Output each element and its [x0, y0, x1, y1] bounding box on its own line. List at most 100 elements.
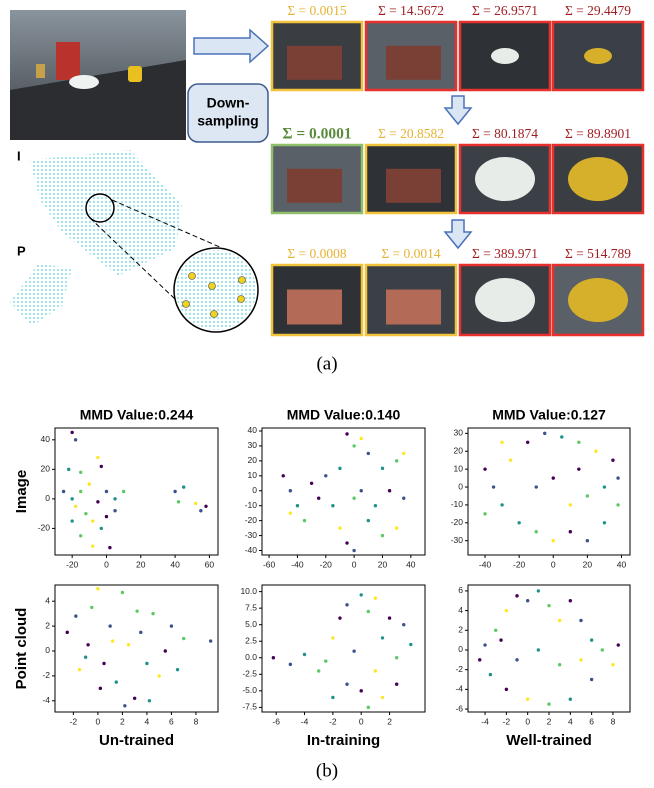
y-tick-label: 30 [248, 440, 258, 450]
point [395, 459, 398, 462]
y-tick-label: 5.0 [245, 619, 257, 629]
y-tick-label: 0 [45, 645, 50, 655]
point [91, 544, 94, 547]
point [395, 526, 398, 529]
point [360, 437, 363, 440]
x-tick-label: 60 [205, 559, 215, 569]
point [537, 648, 540, 651]
sigma-label: Σ = 0.0014 [381, 246, 441, 261]
point [79, 534, 82, 537]
point [96, 587, 99, 590]
point [99, 687, 102, 690]
y-tick-label: -30 [451, 535, 464, 545]
y-tick-label: 20 [248, 455, 258, 465]
point [552, 476, 555, 479]
point [616, 503, 619, 506]
x-tick-label: 0 [525, 716, 530, 726]
sigma-label: Σ = 80.1874 [472, 126, 538, 141]
x-tick-label: 0 [359, 716, 364, 726]
point [90, 606, 93, 609]
point [121, 591, 124, 594]
point [289, 489, 292, 492]
point [67, 468, 70, 471]
point [78, 668, 81, 671]
thumbnail-object [386, 46, 441, 80]
point [102, 662, 105, 665]
point [310, 482, 313, 485]
point [173, 490, 176, 493]
y-tick-label: -4 [42, 695, 50, 705]
point [345, 683, 348, 686]
point-cloud [10, 150, 258, 332]
y-tick-label: -20 [451, 517, 464, 527]
thumbnail-object [568, 278, 628, 322]
point [489, 673, 492, 676]
point [395, 656, 398, 659]
y-tick-label: 0.0 [245, 652, 257, 662]
point [331, 696, 334, 699]
thumbnail-object [386, 290, 441, 325]
sigma-label: Σ = 20.8582 [378, 126, 444, 141]
thumbnail-object [475, 278, 535, 322]
point [603, 521, 606, 524]
point [478, 658, 481, 661]
point [388, 489, 391, 492]
y-tick-label: 0 [458, 644, 463, 654]
point [515, 594, 518, 597]
x-tick-label: 40 [617, 559, 627, 569]
point [105, 490, 108, 493]
point [194, 502, 197, 505]
point [499, 638, 502, 641]
point [209, 639, 212, 642]
point [352, 549, 355, 552]
y-tick-label: -10 [245, 500, 258, 510]
thumbnail-object [287, 290, 342, 325]
thumbnail-object [568, 157, 628, 201]
point [569, 530, 572, 533]
x-tick-label: -20 [320, 559, 333, 569]
point [374, 597, 377, 600]
point [526, 599, 529, 602]
y-tick-label: -30 [245, 530, 258, 540]
point [517, 521, 520, 524]
point [84, 656, 87, 659]
y-tick-label: -5.0 [242, 685, 257, 695]
row-label: Image [13, 470, 30, 513]
point [127, 643, 130, 646]
point [381, 636, 384, 639]
x-tick-label: -2 [503, 716, 511, 726]
point [352, 444, 355, 447]
sigma-label: Σ = 14.5672 [378, 3, 444, 18]
point [272, 656, 275, 659]
axes-frame [468, 428, 630, 555]
point [552, 539, 555, 542]
point [483, 643, 486, 646]
column-label: In-training [307, 732, 380, 749]
plot-title: MMD Value:0.127 [492, 407, 606, 423]
y-tick-label: 10 [454, 463, 464, 473]
row-label: Point cloud [13, 608, 30, 690]
x-tick-label: 8 [611, 716, 616, 726]
point [367, 706, 370, 709]
point [483, 467, 486, 470]
point [560, 435, 563, 438]
point [91, 519, 94, 522]
image-label: I [17, 148, 21, 163]
point [367, 610, 370, 613]
points-label: P [17, 243, 26, 258]
point [148, 699, 151, 702]
point [70, 519, 73, 522]
x-tick-label: 40 [406, 559, 416, 569]
x-tick-label: 2 [387, 716, 392, 726]
y-tick-label: 0 [45, 493, 50, 503]
y-tick-label: 10.0 [240, 586, 257, 596]
point [111, 639, 114, 642]
point [66, 631, 69, 634]
point [547, 702, 550, 705]
point [345, 432, 348, 435]
point [88, 482, 91, 485]
x-tick-label: -60 [263, 559, 276, 569]
point [70, 431, 73, 434]
sigma-label: Σ = 0.0001 [282, 126, 351, 143]
